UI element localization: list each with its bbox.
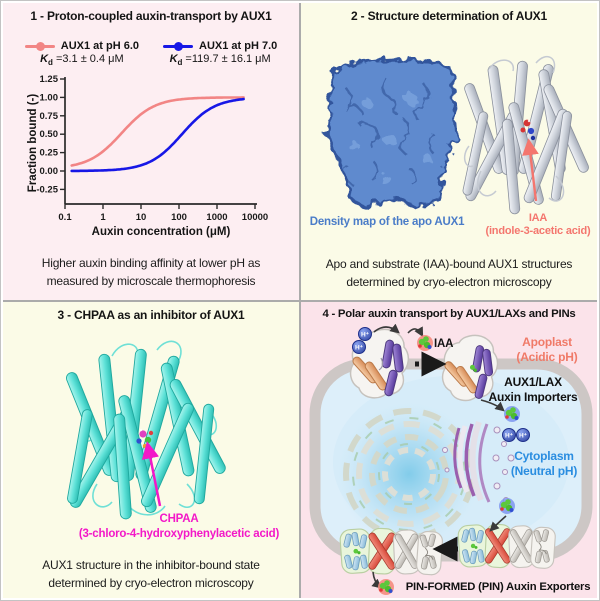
y-tick-labels: 1.25 1.00 0.75 0.50 0.25 0.00 -0.25 — [36, 74, 58, 195]
ph7-kd-value: Kd =119.7 ± 16.1 μM — [169, 53, 271, 68]
svg-text:H⁺: H⁺ — [519, 432, 528, 439]
pin-exporter-complex-right — [457, 523, 556, 569]
proton-token: H⁺ — [516, 427, 530, 442]
helix-bundle — [462, 55, 589, 215]
svg-text:1: 1 — [100, 212, 106, 223]
iaa-molecule-apoplast — [417, 334, 433, 351]
svg-text:1.25: 1.25 — [40, 74, 59, 85]
svg-text:10000: 10000 — [242, 212, 268, 223]
proton-tokens: H⁺ H⁺ H⁺ H⁺ — [352, 326, 530, 442]
figure-grid: 1 - Proton-coupled auxin-transport by AU… — [3, 3, 597, 598]
panel-3-caption: AUX1 structure in the inhibitor-bound st… — [42, 557, 260, 590]
svg-text:0.75: 0.75 — [40, 111, 59, 122]
aux1-importer-open — [441, 334, 499, 401]
svg-text:0.1: 0.1 — [58, 212, 72, 223]
svg-text:0.00: 0.00 — [40, 166, 59, 177]
svg-text:H⁺: H⁺ — [505, 432, 514, 439]
ph7-line-swatch — [163, 41, 193, 51]
pin-exporter-complex-left — [339, 527, 444, 575]
panel-1-thermophoresis: 1 - Proton-coupled auxin-transport by AU… — [3, 3, 299, 300]
legend-item-ph6: AUX1 at pH 6.0 Kd =3.1 ± 0.4 μM — [24, 40, 139, 68]
series-curve — [70, 97, 245, 173]
chart-legend: AUX1 at pH 6.0 Kd =3.1 ± 0.4 μM AUX1 at p… — [3, 40, 299, 67]
iaa-molecules — [378, 334, 520, 595]
y-axis-label: Fraction bound (-) — [27, 94, 39, 193]
ph6-label: AUX1 at pH 6.0 — [60, 40, 139, 52]
ph6-line-swatch — [24, 41, 55, 51]
svg-text:1.00: 1.00 — [40, 92, 59, 103]
x-axis-label: Auxin concentration (μM) — [92, 226, 231, 238]
panel-4-title: 4 - Polar auxin transport by AUX1/LAXs a… — [322, 307, 576, 320]
panel-3-title: 3 - CHPAA as an inhibitor of AUX1 — [57, 307, 245, 322]
ph7-label: AUX1 at pH 7.0 — [199, 40, 278, 52]
svg-text:H⁺: H⁺ — [361, 331, 370, 338]
iaa-molecule-label: IAA — [434, 337, 454, 350]
x-tick-labels: 0.1 1 10 100 1000 10000 — [58, 212, 268, 223]
iaa-ligand-label: IAA (indole-3-acetic acid) — [485, 212, 591, 237]
density-map-illustration — [325, 58, 459, 211]
nucleus-glow — [337, 401, 481, 546]
pin-exporters-label: PIN-FORMED (PIN) Auxin Exporters — [405, 580, 591, 593]
cell-diagram: H⁺ H⁺ H⁺ H⁺ — [309, 323, 593, 595]
apoplast-label: Apoplast (Acidic pH) — [516, 334, 578, 364]
iaa-pointer-arrow — [522, 138, 539, 202]
aux1-importer-closed — [349, 328, 410, 399]
svg-text:0.50: 0.50 — [40, 129, 59, 140]
cytoplasm-label: Cytoplasm (Neutral pH) — [510, 448, 578, 478]
series-curve — [70, 96, 245, 167]
chpaa-ligand-label: CHPAA (3-chloro-4-hydroxyphenylacetic ac… — [78, 512, 280, 540]
panel-3-chpaa-inhibitor: 3 - CHPAA as an inhibitor of AUX1 — [3, 301, 299, 598]
svg-text:100: 100 — [171, 212, 187, 223]
proton-token: H⁺ — [352, 339, 366, 354]
ph6-kd-value: Kd =3.1 ± 0.4 μM — [40, 53, 124, 68]
iaa-molecule-cytoplasm-2 — [499, 497, 515, 514]
chpaa-pointer-arrow — [141, 440, 162, 506]
x-tick-marks — [64, 204, 256, 209]
series-curves — [70, 96, 245, 173]
panel-2-title: 2 - Structure determination of AUX1 — [351, 9, 547, 23]
proton-token: H⁺ — [358, 326, 372, 341]
panel-1-caption: Higher auxin binding affinity at lower p… — [41, 256, 261, 288]
svg-text:1000: 1000 — [206, 212, 227, 223]
aux1-iaa-structure-illustration — [462, 55, 589, 215]
svg-text:0.25: 0.25 — [40, 148, 59, 159]
svg-text:-0.25: -0.25 — [36, 184, 58, 195]
golgi-apparatus — [442, 420, 515, 503]
ph7-marker-dot — [174, 41, 183, 51]
panel-2-caption: Apo and substrate (IAA)-bound AUX1 struc… — [325, 257, 573, 289]
panel-1-title: 1 - Proton-coupled auxin-transport by AU… — [30, 9, 272, 23]
ph6-marker-dot — [35, 41, 45, 51]
iaa-molecule-exported — [378, 578, 394, 595]
binding-curve-chart: 1.25 1.00 0.75 0.50 0.25 0.00 -0.25 0.1 … — [27, 74, 268, 238]
panel-2-structure-determination: 2 - Structure determination of AUX1 — [301, 3, 597, 300]
svg-text:H⁺: H⁺ — [355, 344, 364, 351]
chpaa-structure-illustration — [66, 340, 226, 519]
legend-item-ph7: AUX1 at pH 7.0 Kd =119.7 ± 16.1 μM — [163, 40, 277, 67]
panel-4-polar-transport: 4 - Polar auxin transport by AUX1/LAXs a… — [301, 301, 597, 598]
svg-text:10: 10 — [136, 212, 147, 223]
y-tick-marks — [60, 78, 65, 191]
helix-bundle — [66, 340, 226, 519]
proton-token: H⁺ — [502, 427, 516, 442]
iaa-molecule-cytoplasm-1 — [504, 405, 520, 422]
aux1-lax-importers-label: AUX1/LAX Auxin Importers — [488, 374, 578, 404]
density-map-label: Density map of the apo AUX1 — [309, 216, 465, 228]
